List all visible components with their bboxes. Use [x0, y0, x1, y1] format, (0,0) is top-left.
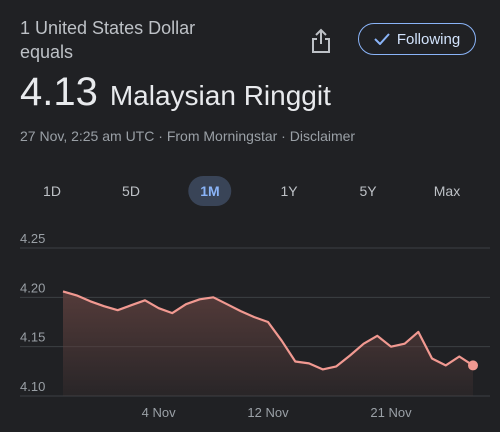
- source-link[interactable]: From Morningstar: [166, 128, 278, 144]
- tab-5y[interactable]: 5Y: [359, 183, 377, 199]
- subhead-line-1: 1 United States Dollar: [20, 18, 196, 38]
- rate-value: 4.13: [20, 70, 98, 114]
- x-tick-label: 4 Nov: [142, 405, 176, 420]
- check-icon: [374, 33, 390, 45]
- x-tick-label: 21 Nov: [370, 405, 412, 420]
- tab-5d[interactable]: 5D: [122, 183, 140, 199]
- tab-1y[interactable]: 1Y: [280, 183, 298, 199]
- rate-row: 4.13 Malaysian Ringgit: [20, 68, 331, 116]
- subhead-line-2: equals: [20, 42, 74, 62]
- rate-currency: Malaysian Ringgit: [109, 80, 331, 111]
- y-tick-label: 4.20: [20, 280, 45, 295]
- share-icon: [312, 28, 330, 53]
- share-button[interactable]: [300, 22, 342, 60]
- following-button[interactable]: Following: [358, 23, 476, 55]
- last-point-marker: [468, 360, 478, 371]
- meta-row: 27 Nov, 2:25 am UTC · From Morningstar ·…: [20, 128, 355, 144]
- exchange-rate-chart[interactable]: 4.25 4.20 4.15 4.10 4 Nov 12 Nov 21 Nov: [0, 232, 500, 432]
- disclaimer-link[interactable]: Disclaimer: [289, 128, 356, 144]
- separator-1: ·: [154, 128, 167, 144]
- conversion-description: 1 United States Dollar equals: [20, 16, 260, 64]
- tab-1m[interactable]: 1M: [188, 176, 232, 206]
- x-tick-label: 12 Nov: [247, 405, 289, 420]
- series-area: [63, 291, 473, 396]
- y-tick-label: 4.10: [20, 379, 45, 394]
- timestamp: 27 Nov, 2:25 am UTC: [20, 128, 155, 144]
- y-tick-label: 4.25: [20, 232, 45, 246]
- tab-1d[interactable]: 1D: [43, 183, 61, 199]
- y-tick-label: 4.15: [20, 330, 45, 345]
- separator-2: ·: [277, 128, 290, 144]
- range-tabs: 1D 5D 1M 1Y 5Y Max: [0, 176, 500, 206]
- series-line: [62, 290, 474, 371]
- tab-max[interactable]: Max: [433, 183, 461, 199]
- following-label: Following: [396, 30, 461, 48]
